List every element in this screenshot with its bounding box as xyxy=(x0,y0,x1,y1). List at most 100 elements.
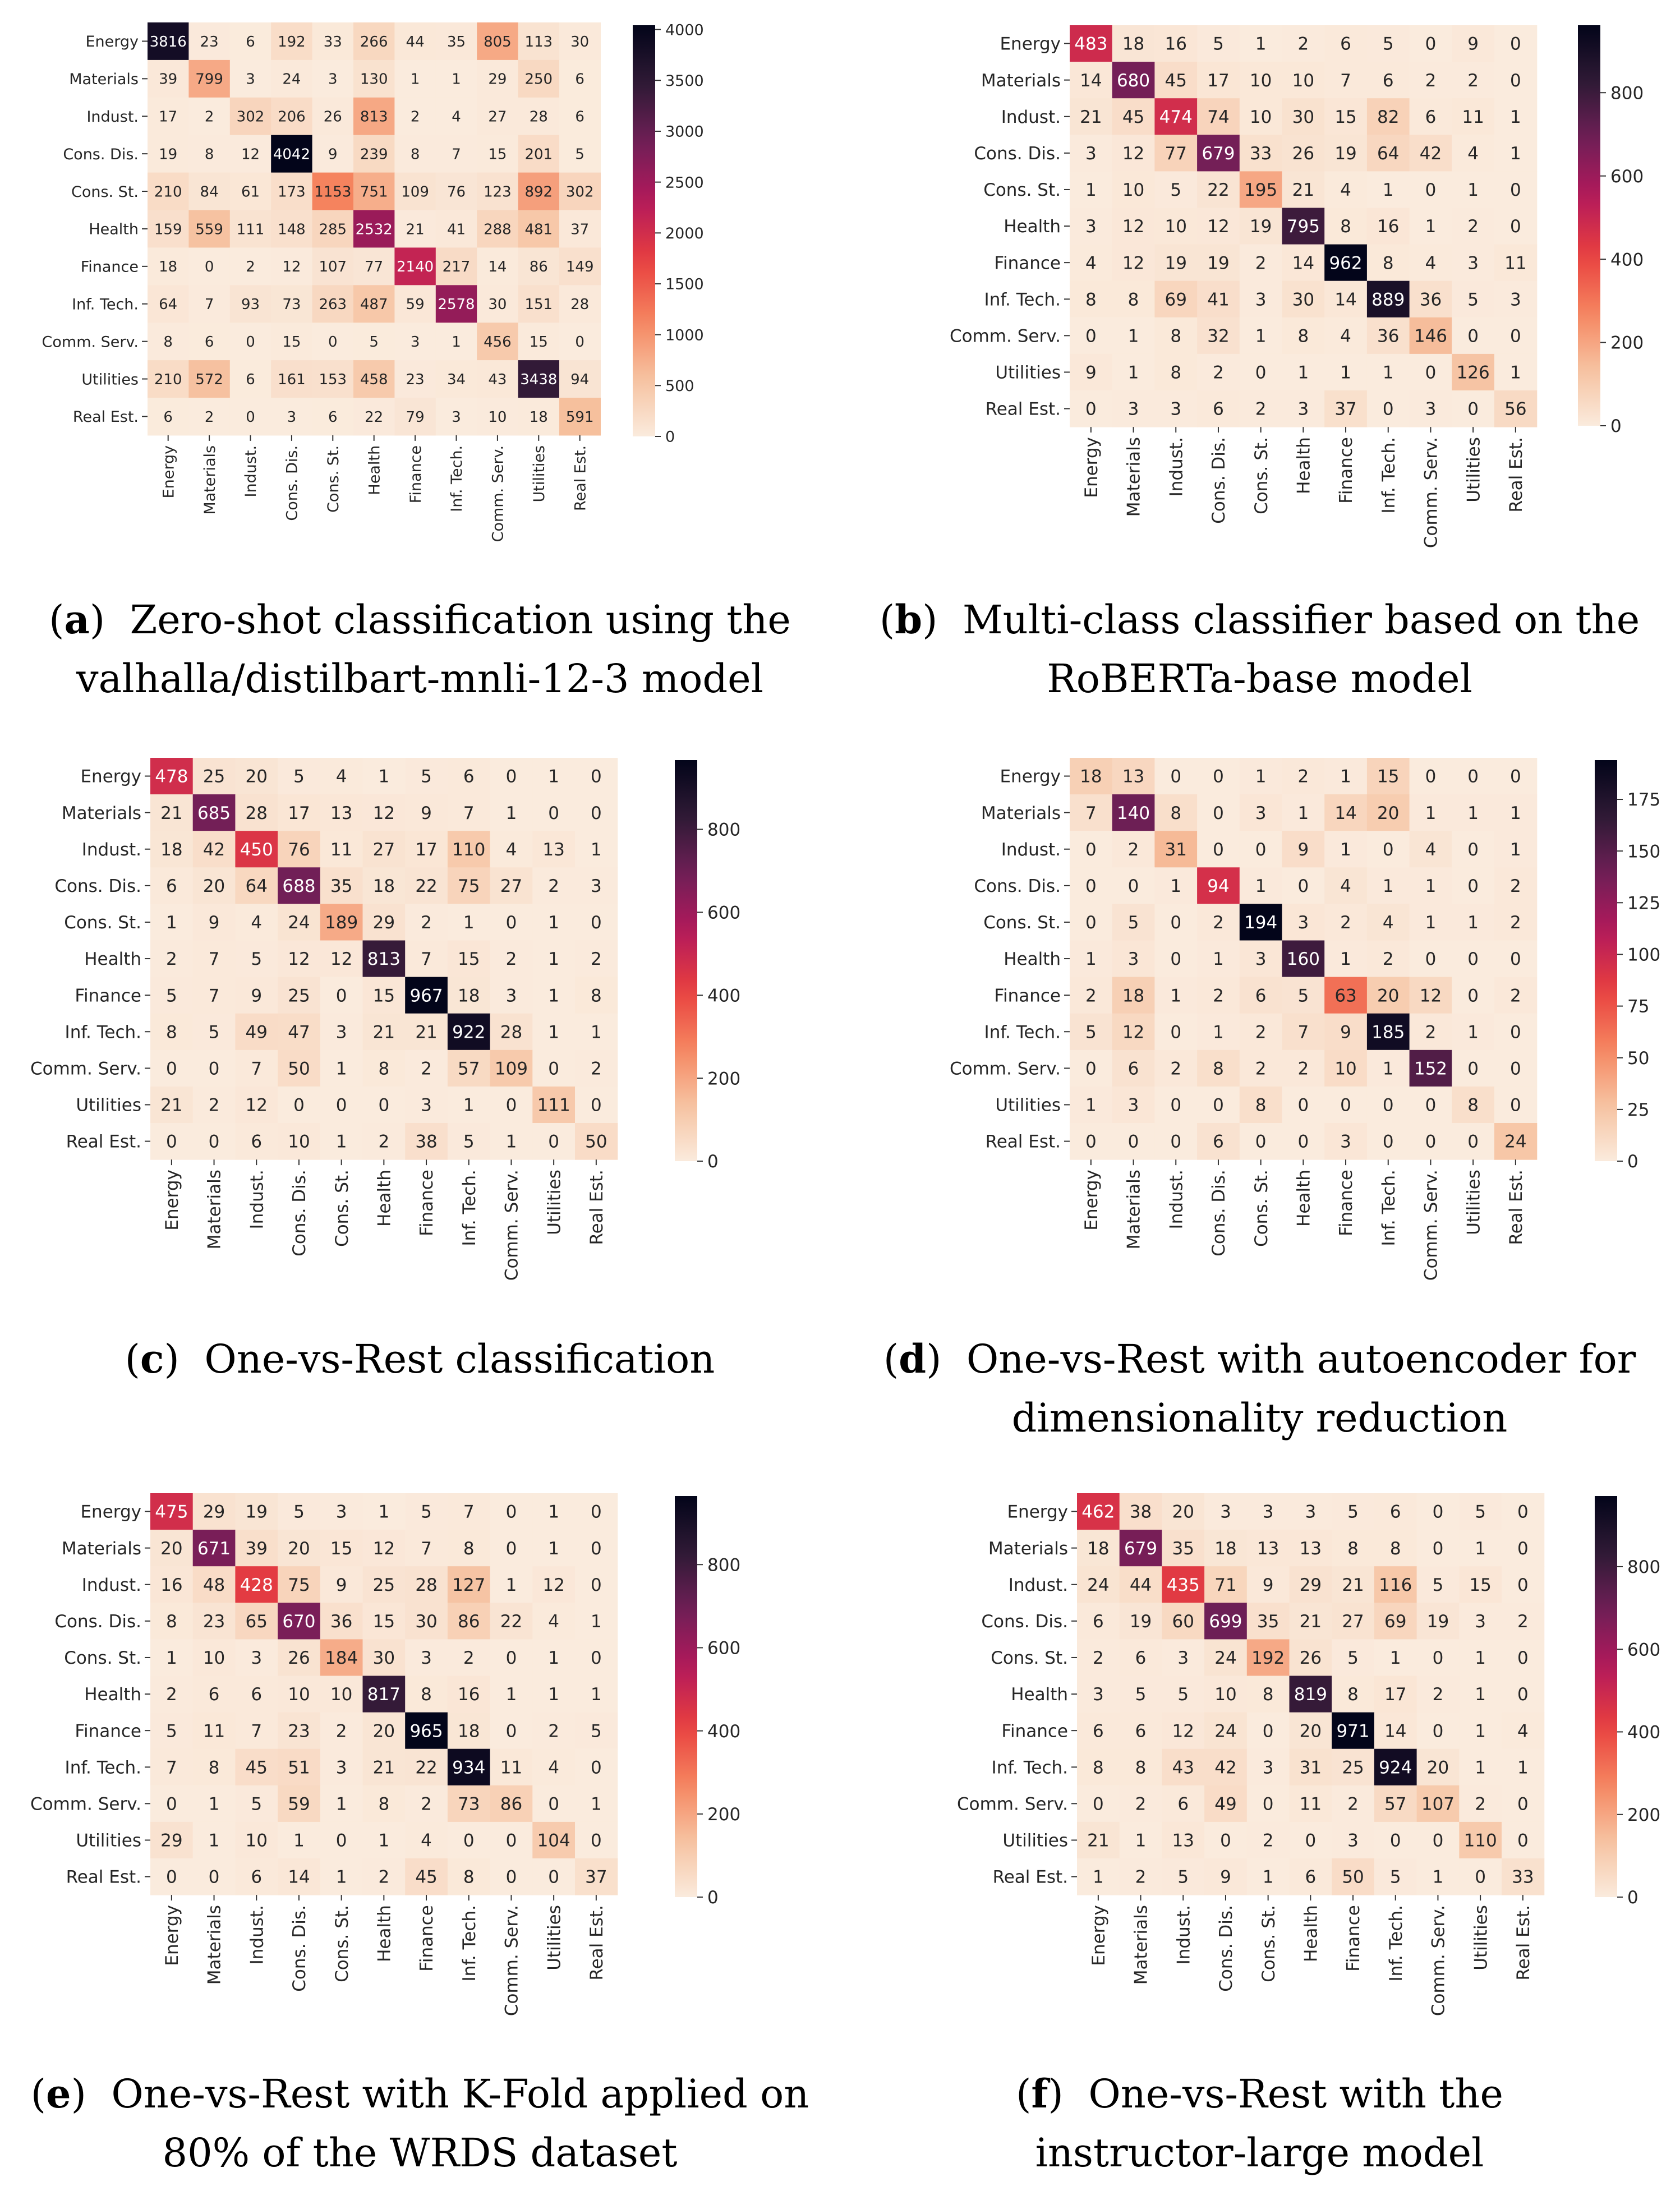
heatmap-cell xyxy=(1494,831,1538,868)
cell-value: 813 xyxy=(367,949,401,969)
cell-value: 2 xyxy=(548,1721,559,1741)
cell-value: 19 xyxy=(1334,144,1356,164)
heatmap-cell xyxy=(1459,1858,1502,1895)
cell-value: 8 xyxy=(1390,1539,1401,1559)
heatmap-cell xyxy=(1282,353,1325,391)
cell-value: 27 xyxy=(373,840,395,860)
heatmap-cell xyxy=(447,1530,491,1567)
heatmap-cell xyxy=(1204,1821,1248,1859)
heatmap-cell xyxy=(1282,244,1325,282)
cell-value: 0 xyxy=(1467,840,1479,860)
colorbar-tick-label: 1000 xyxy=(665,326,704,344)
cell-value: 2 xyxy=(548,876,559,896)
cell-value: 1 xyxy=(591,1794,602,1815)
heatmap-cell xyxy=(1154,977,1198,1014)
cell-value: 0 xyxy=(1510,34,1521,54)
heatmap-cell xyxy=(1452,280,1495,318)
x-tick-label: Comm. Serv. xyxy=(502,1170,522,1281)
cell-value: 3 xyxy=(1340,1132,1351,1152)
heatmap-cell xyxy=(320,1050,363,1087)
heatmap-cell xyxy=(477,398,519,436)
cell-value: 15 xyxy=(373,1612,395,1632)
heatmap-cell xyxy=(362,794,406,831)
cell-value: 3 xyxy=(411,334,420,351)
cell-value: 6 xyxy=(1135,1721,1147,1741)
heatmap-cell xyxy=(320,1530,363,1567)
cell-value: 3 xyxy=(1085,144,1097,164)
cell-value: 56 xyxy=(1504,399,1526,420)
heatmap-cell xyxy=(148,97,189,136)
heatmap-cell xyxy=(312,172,354,211)
cell-value: 5 xyxy=(1347,1648,1359,1668)
cell-value: 0 xyxy=(336,1831,347,1851)
cell-value: 10 xyxy=(1214,1684,1236,1705)
cell-value: 0 xyxy=(1305,1831,1316,1851)
heatmap-cell xyxy=(405,758,448,795)
cell-value: 19 xyxy=(246,1502,268,1522)
cell-value: 0 xyxy=(591,1648,602,1668)
x-tick-label: Energy xyxy=(1081,437,1102,498)
cell-value: 15 xyxy=(1377,767,1399,787)
x-tick-label: Health xyxy=(1301,1905,1322,1962)
cell-value: 2578 xyxy=(438,296,475,313)
cell-value: 2 xyxy=(1433,1684,1444,1705)
cell-value: 14 xyxy=(288,1867,310,1888)
y-tick-label: Inf. Tech. xyxy=(65,1757,141,1778)
cell-value: 2 xyxy=(421,1794,432,1815)
cell-value: 2 xyxy=(1510,876,1521,896)
cell-value: 5 xyxy=(575,146,584,163)
heatmap-cell xyxy=(532,1013,576,1051)
cell-value: 17 xyxy=(1207,71,1229,91)
heatmap-cell xyxy=(320,1493,363,1530)
heatmap-cell xyxy=(1154,1086,1198,1124)
heatmap-cell xyxy=(362,1013,406,1051)
heatmap-cell xyxy=(1154,1123,1198,1160)
heatmap-cell xyxy=(1324,135,1368,172)
cell-value: 45 xyxy=(1122,107,1144,127)
heatmap-cell xyxy=(1502,1566,1545,1603)
heatmap-cell xyxy=(575,794,618,831)
cell-value: 0 xyxy=(506,1648,517,1668)
cell-value: 3 xyxy=(336,1757,347,1778)
cell-value: 151 xyxy=(524,296,553,313)
heatmap-cell xyxy=(1204,1530,1248,1567)
cell-value: 0 xyxy=(336,1096,347,1116)
heatmap-cell xyxy=(447,1123,491,1160)
heatmap-cell xyxy=(1282,62,1325,99)
colorbar-tick-label: 25 xyxy=(1627,1100,1649,1120)
heatmap-cell xyxy=(1374,1748,1417,1786)
cell-value: 10 xyxy=(1165,217,1187,237)
heatmap-cell xyxy=(1324,867,1368,904)
heatmap-b: 483 18 16 5 1 2 6 5 0 9 014 680 45 17 10 10 7 6 2 2 021 45 474… xyxy=(950,25,1644,548)
x-tick-label: Materials xyxy=(205,1170,225,1249)
cell-value: 0 xyxy=(1467,399,1479,420)
heatmap-cell xyxy=(1112,98,1155,135)
heatmap-cell xyxy=(1197,244,1240,282)
cell-value: 0 xyxy=(1170,1022,1181,1042)
cell-value: 10 xyxy=(1292,71,1314,91)
cell-value: 817 xyxy=(367,1684,401,1705)
cell-value: 239 xyxy=(360,146,388,163)
colorbar xyxy=(1595,760,1617,1161)
heatmap-cell xyxy=(1119,1821,1162,1859)
cell-value: 19 xyxy=(159,146,177,163)
heatmap-cell xyxy=(1459,1821,1502,1859)
heatmap-cell xyxy=(1112,135,1155,172)
cell-value: 37 xyxy=(570,221,589,238)
cell-value: 3 xyxy=(1347,1831,1359,1851)
cell-value: 20 xyxy=(1377,803,1399,823)
cell-value: 14 xyxy=(1334,289,1356,310)
cell-value: 39 xyxy=(246,1539,268,1559)
cell-value: 15 xyxy=(488,146,507,163)
cell-value: 8 xyxy=(1213,1059,1224,1079)
cell-value: 2 xyxy=(411,109,420,126)
cell-value: 0 xyxy=(506,1502,517,1522)
heatmap-cell xyxy=(1409,98,1452,135)
caption-a-line-2: valhalla/distilbart-mnli-12-3 model xyxy=(76,656,763,702)
heatmap-cell xyxy=(362,831,406,868)
cell-value: 1 xyxy=(1085,949,1097,969)
heatmap-cell xyxy=(150,794,194,831)
heatmap-cell xyxy=(229,398,271,436)
cell-value: 0 xyxy=(1128,1132,1139,1152)
x-tick-label: Indust. xyxy=(1166,1170,1186,1229)
